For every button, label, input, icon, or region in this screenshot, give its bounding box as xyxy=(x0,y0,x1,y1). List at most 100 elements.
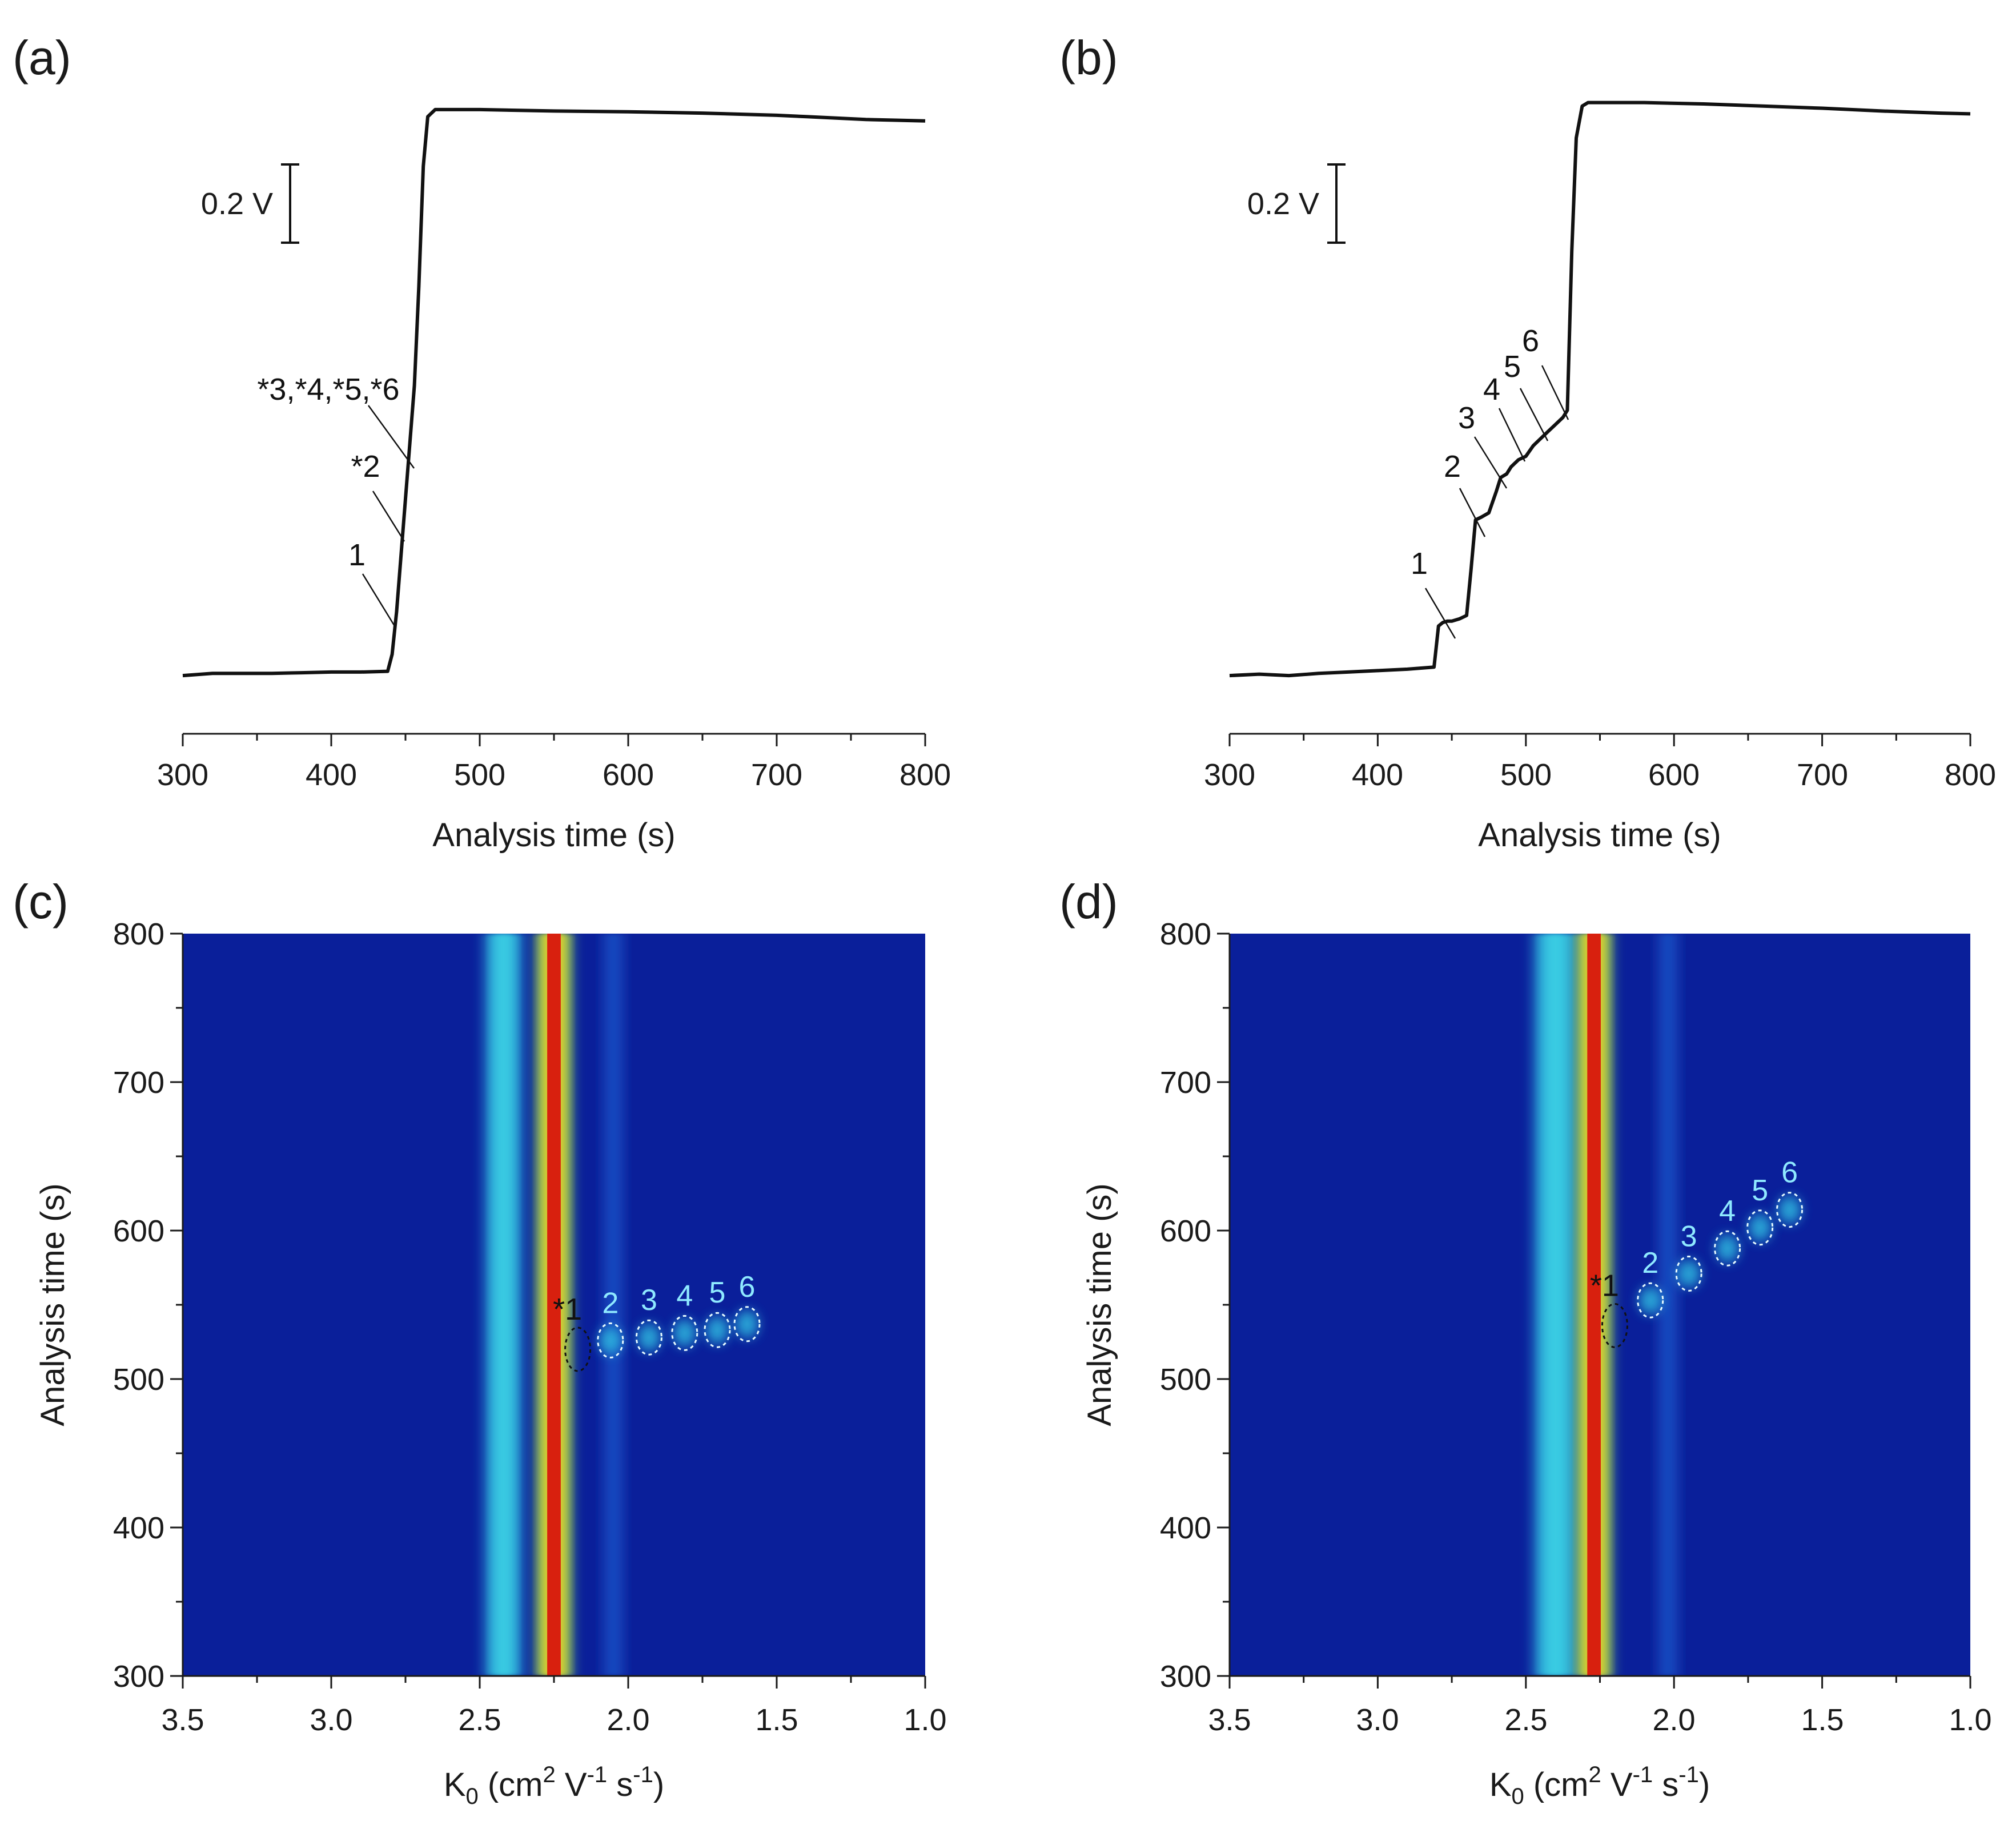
spot-marker-ellipse xyxy=(1746,1209,1774,1246)
panel-b-x-tick-label: 700 xyxy=(1797,758,1848,792)
spot-label: 3 xyxy=(641,1284,657,1317)
panel-d-x-tick-label: 1.5 xyxy=(1801,1703,1844,1737)
panel-c-x-tick-label: 2.0 xyxy=(607,1703,649,1737)
annotation-leader xyxy=(1541,365,1569,420)
spot-label: 2 xyxy=(1642,1247,1658,1280)
heatmap-spot xyxy=(673,1319,696,1347)
panel-b-series-line xyxy=(1229,101,1971,678)
panel-b-x-tick-label: 800 xyxy=(1945,758,1996,792)
annotation-leader xyxy=(1519,388,1549,441)
spot-label: 6 xyxy=(1781,1156,1798,1189)
heatmap-band xyxy=(547,934,561,1676)
spot-marker-ellipse xyxy=(733,1306,761,1342)
panel-c-spots: *1 2 3 4 5 6 xyxy=(553,1271,761,1372)
panel-d-y-tick-label: 700 xyxy=(1160,1066,1211,1100)
panel-d-y-tick-label: 300 xyxy=(1160,1659,1211,1694)
panel-c-x-tick-label: 3.5 xyxy=(161,1703,204,1737)
spot-marker-ellipse xyxy=(671,1315,698,1351)
annotation-label: 1 xyxy=(1411,546,1428,581)
spot-label: 3 xyxy=(1681,1220,1697,1253)
annotation-label: 1 xyxy=(348,538,366,572)
panel-label-b: (b) xyxy=(1059,31,1118,85)
spot-marker-ellipse xyxy=(1675,1255,1702,1292)
spot-marker-ellipse xyxy=(704,1312,731,1348)
annotation-leader xyxy=(367,405,415,469)
panel-d-y-tick-label: 800 xyxy=(1160,917,1211,951)
panel-d-x-axis-title: K0 (cm2 V-1 s-1) xyxy=(1489,1762,1710,1809)
scale-bar-label: 0.2 V xyxy=(1247,187,1319,221)
spot-marker-ellipse xyxy=(1637,1282,1664,1319)
panel-c-y-tick-label: 600 xyxy=(113,1214,164,1248)
heatmap-spot xyxy=(1638,1287,1662,1315)
panel-a-x-tick-label: 700 xyxy=(751,758,802,792)
panel-a-x-tick-labels: 300 400 500 600 700 800 xyxy=(157,758,951,792)
annotation-leader xyxy=(372,491,405,542)
heatmap-spot xyxy=(736,1310,758,1338)
spot-marker-ellipse xyxy=(1776,1192,1804,1228)
panel-c-y-tick-label: 500 xyxy=(113,1362,164,1397)
panel-label-c: (c) xyxy=(13,875,69,928)
panel-a-x-tick-label: 500 xyxy=(454,758,505,792)
heatmap-spot xyxy=(637,1324,661,1352)
panel-d-x-tick-label: 3.0 xyxy=(1356,1703,1399,1737)
annotation-label: 5 xyxy=(1504,349,1521,384)
panel-c-y-axis-title: Analysis time (s) xyxy=(34,1183,71,1426)
spot-label: 2 xyxy=(602,1287,619,1320)
heatmap-band xyxy=(1545,934,1566,1676)
heatmap-band xyxy=(495,934,513,1676)
scale-bar-label: 0.2 V xyxy=(201,187,273,221)
spot-label: 5 xyxy=(709,1276,726,1309)
panel-a-x-tick-label: 600 xyxy=(603,758,654,792)
annotation-label: *3,*4,*5,*6 xyxy=(257,372,399,407)
panel-d-bands xyxy=(1535,934,1677,1676)
panel-c-y-tick-label: 700 xyxy=(113,1066,164,1100)
spot-label: *1 xyxy=(1590,1268,1619,1303)
panel-d-x-tick-label: 1.0 xyxy=(1949,1703,1991,1737)
annotation-label: 3 xyxy=(1458,401,1475,435)
panel-a-x-tick-label: 400 xyxy=(306,758,357,792)
panel-a-x-tick-label: 300 xyxy=(157,758,208,792)
panel-d-y-tick-labels: 300 400 500 600 700 800 xyxy=(1160,917,1211,1694)
panel-a-x-tick-label: 800 xyxy=(899,758,951,792)
panel-b-x-ticks xyxy=(1228,734,1971,746)
heatmap-spot xyxy=(1677,1260,1701,1288)
spot-label: 5 xyxy=(1752,1174,1768,1207)
annotation-leader xyxy=(1459,488,1486,537)
heatmap-band xyxy=(1659,934,1677,1676)
panel-a-scale-bar: 0.2 V xyxy=(201,163,299,244)
spot-marker-ellipse xyxy=(597,1322,624,1358)
panel-b-x-axis-title: Analysis time (s) xyxy=(1478,817,1721,854)
annotation-leader xyxy=(362,573,396,628)
panel-c-x-tick-label: 1.5 xyxy=(755,1703,798,1737)
panel-d-y-tick-label: 500 xyxy=(1160,1362,1211,1397)
annotation-label: 4 xyxy=(1483,372,1500,407)
panel-b-scale-bar: 0.2 V xyxy=(1247,163,1346,244)
panel-a-annotations: 1 *2 *3,*4,*5,*6 xyxy=(257,372,415,628)
heatmap-spot xyxy=(1716,1235,1739,1263)
panel-d-y-axis-title: Analysis time (s) xyxy=(1081,1183,1118,1426)
panel-c-heatmap: *1 2 3 4 5 6 3.5 3.0 2.5 2.0 1.5 1.0 300 400 … xyxy=(34,917,947,1809)
panel-a-x-ticks xyxy=(182,734,926,746)
spot-label: 4 xyxy=(676,1279,693,1312)
heatmap-spot xyxy=(1778,1196,1801,1224)
annotation-leader xyxy=(1424,588,1456,639)
panel-label-d: (d) xyxy=(1059,875,1118,928)
panel-c-x-tick-label: 1.0 xyxy=(903,1703,946,1737)
panel-c-ticks xyxy=(170,932,926,1689)
spot-label: 6 xyxy=(739,1271,756,1304)
spot-label: *1 xyxy=(553,1292,582,1326)
panel-c-bands xyxy=(485,934,623,1676)
panel-c-x-tick-labels: 3.5 3.0 2.5 2.0 1.5 1.0 xyxy=(161,1703,946,1737)
panel-d-x-tick-label: 2.0 xyxy=(1652,1703,1695,1737)
panel-b-annotations: 1 2 3 4 5 6 xyxy=(1411,324,1569,639)
spot-marker-ellipse xyxy=(564,1326,592,1372)
heatmap-spot xyxy=(1748,1213,1772,1241)
panel-b-line-chart: 300 400 500 600 700 800 Analysis time (s… xyxy=(1204,101,1996,854)
panel-b-x-tick-labels: 300 400 500 600 700 800 xyxy=(1204,758,1996,792)
panel-a-series-line xyxy=(182,107,926,678)
spot-marker-ellipse xyxy=(1601,1303,1628,1348)
heatmap-spot xyxy=(599,1326,622,1354)
